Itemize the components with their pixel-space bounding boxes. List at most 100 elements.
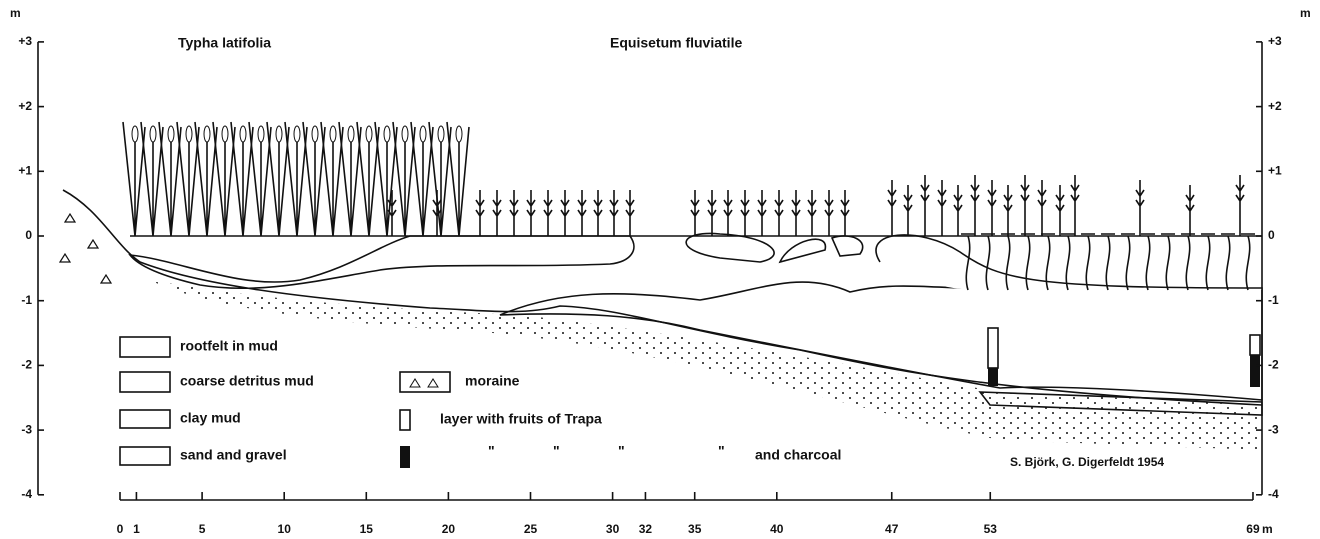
equisetum xyxy=(594,190,602,236)
equisetum xyxy=(758,190,766,236)
equisetum xyxy=(1186,185,1194,236)
typha-spike xyxy=(438,126,444,142)
legend-swatch xyxy=(120,372,170,392)
x-tick-label: 1 xyxy=(133,522,140,536)
equisetum xyxy=(921,175,929,236)
legend-label: moraine xyxy=(465,373,520,389)
unit: m xyxy=(1300,6,1311,20)
equisetum xyxy=(493,190,501,236)
x-tick-label: 35 xyxy=(688,522,702,536)
y-tick-label: +3 xyxy=(1268,34,1282,48)
y-tick-label: -4 xyxy=(21,487,32,501)
equisetum xyxy=(724,190,732,236)
typha-spike xyxy=(132,126,138,142)
x-tick-label: 30 xyxy=(606,522,620,536)
equisetum xyxy=(626,190,634,236)
x-tick-label: 20 xyxy=(442,522,456,536)
equisetum xyxy=(988,180,996,236)
equisetum xyxy=(388,190,396,236)
y-tick-label: +1 xyxy=(18,163,32,177)
core xyxy=(988,328,998,368)
detritus-top xyxy=(686,233,825,262)
ditto: " xyxy=(618,443,625,459)
equisetum xyxy=(808,190,816,236)
legend-swatch xyxy=(400,372,450,392)
y-tick-label: -3 xyxy=(21,422,32,436)
typha-spike xyxy=(276,126,282,142)
legend-label: coarse detritus mud xyxy=(180,373,314,389)
equisetum xyxy=(708,190,716,236)
y-tick-label: +3 xyxy=(18,34,32,48)
ditto: " xyxy=(553,443,560,459)
legend-swatch xyxy=(120,447,170,465)
typha-spike xyxy=(420,126,426,142)
legend-swatch xyxy=(400,446,410,468)
y-tick-label: +2 xyxy=(18,99,32,113)
rootfelt-patch xyxy=(832,236,863,256)
equisetum xyxy=(1071,175,1079,236)
core-charcoal xyxy=(988,368,998,386)
typha-spike xyxy=(384,126,390,142)
y-tick-label: 0 xyxy=(1268,228,1275,242)
y-tick-label: -2 xyxy=(1268,358,1279,372)
legend-label: layer with fruits of Trapa xyxy=(440,411,602,427)
legend-label: and charcoal xyxy=(755,447,841,463)
x-tick-label: 69 xyxy=(1246,522,1260,536)
y-tick-label: +2 xyxy=(1268,99,1282,113)
core-charcoal xyxy=(1250,355,1260,387)
equisetum xyxy=(888,180,896,236)
label: Equisetum fluviatile xyxy=(610,35,742,51)
label: Typha latifolia xyxy=(178,35,271,51)
legend-label: sand and gravel xyxy=(180,447,287,463)
typha-spike xyxy=(168,126,174,142)
credit: S. Björk, G. Digerfeldt 1954 xyxy=(1010,455,1164,469)
y-tick-label: -2 xyxy=(21,358,32,372)
y-tick-label: -1 xyxy=(1268,293,1279,307)
equisetum xyxy=(610,190,618,236)
legend-swatch xyxy=(120,410,170,428)
typha-spike xyxy=(186,126,192,142)
legend-label: clay mud xyxy=(180,410,241,426)
x-tick-label: 5 xyxy=(199,522,206,536)
x-tick-label: 10 xyxy=(278,522,292,536)
typha-spike xyxy=(456,126,462,142)
typha-spike xyxy=(150,126,156,142)
equisetum xyxy=(971,175,979,236)
equisetum xyxy=(544,190,552,236)
y-tick-label: -1 xyxy=(21,293,32,307)
equisetum xyxy=(1136,180,1144,236)
core xyxy=(1250,335,1260,355)
typha-spike xyxy=(330,126,336,142)
diagram: Typha latifolia Equisetum fluviatile m m… xyxy=(0,0,1320,539)
typha-spike xyxy=(348,126,354,142)
ditto: " xyxy=(718,443,725,459)
y-tick-label: -3 xyxy=(1268,422,1279,436)
typha-spike xyxy=(222,126,228,142)
equisetum xyxy=(1038,180,1046,236)
equisetum xyxy=(954,185,962,236)
x-tick-label: 32 xyxy=(639,522,653,536)
typha-spike xyxy=(294,126,300,142)
legend-label: rootfelt in mud xyxy=(180,338,278,354)
equisetum xyxy=(578,190,586,236)
typha-spike xyxy=(312,126,318,142)
equisetum xyxy=(561,190,569,236)
y-tick-label: -4 xyxy=(1268,487,1279,501)
x-tick-label: 53 xyxy=(984,522,998,536)
y-tick-label: 0 xyxy=(25,228,32,242)
moraine-symbols xyxy=(410,379,438,387)
equisetum xyxy=(1004,185,1012,236)
equisetum xyxy=(476,190,484,236)
equisetum xyxy=(1236,175,1244,236)
typha-spike xyxy=(366,126,372,142)
equisetum xyxy=(904,185,912,236)
unit: m xyxy=(1262,522,1273,536)
equisetum xyxy=(741,190,749,236)
equisetum xyxy=(938,180,946,236)
x-tick-label: 0 xyxy=(117,522,124,536)
profile xyxy=(60,190,1262,468)
equisetum xyxy=(510,190,518,236)
typha-spike xyxy=(258,126,264,142)
equisetum xyxy=(1056,185,1064,236)
typha-spike xyxy=(204,126,210,142)
